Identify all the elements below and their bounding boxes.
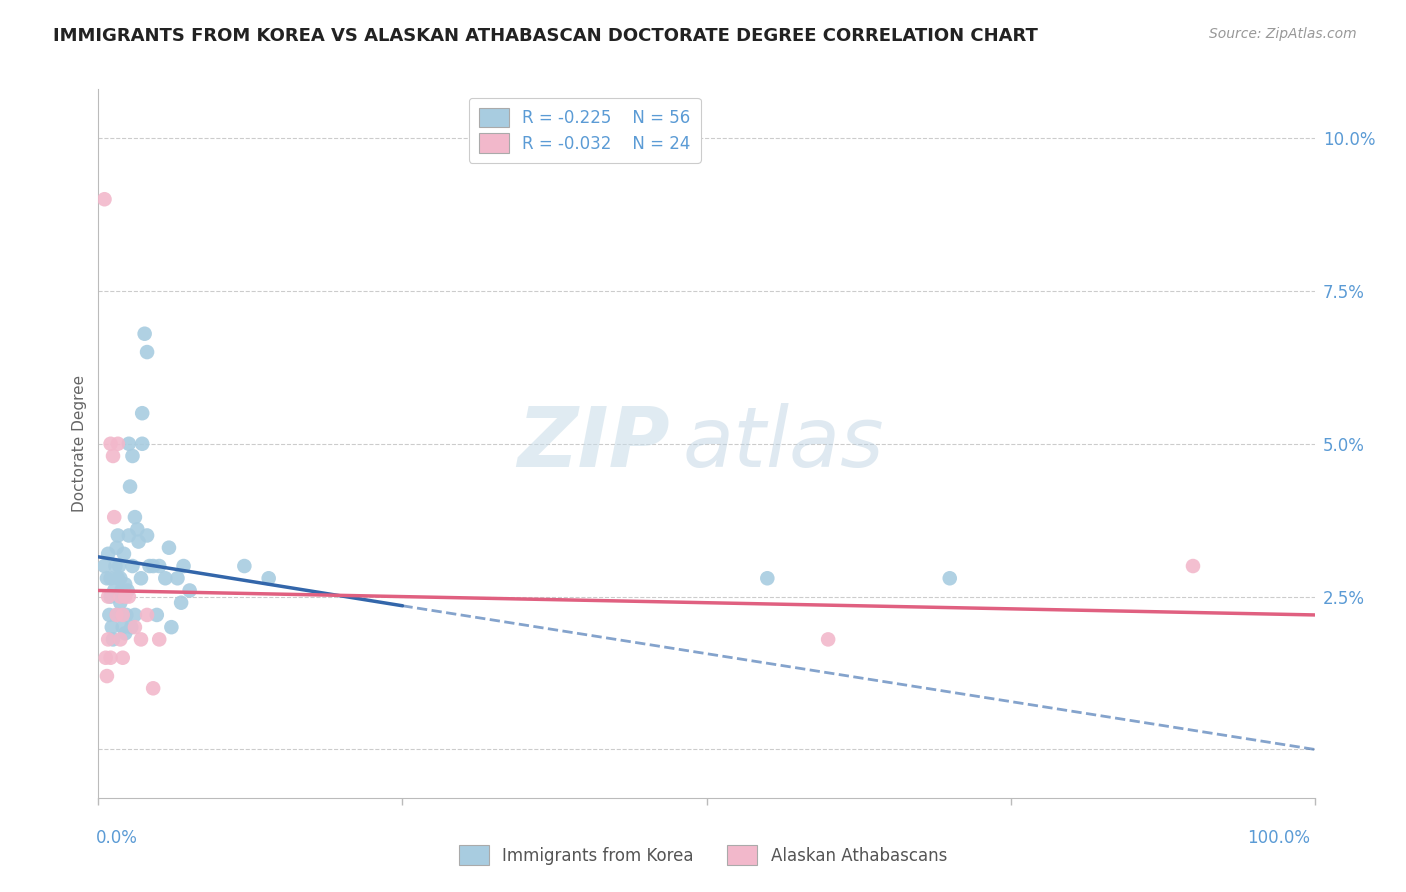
Point	[114, 626, 136, 640]
Point	[96, 669, 118, 683]
Point	[107, 571, 129, 585]
Point	[129, 632, 152, 647]
Point	[101, 632, 124, 647]
Text: atlas: atlas	[682, 403, 884, 484]
Text: 0.0%: 0.0%	[96, 829, 138, 847]
Point	[105, 607, 128, 622]
Point	[179, 583, 201, 598]
Point	[257, 571, 280, 585]
Legend: Immigrants from Korea, Alaskan Athabascans: Immigrants from Korea, Alaskan Athabasca…	[451, 837, 955, 873]
Point	[107, 436, 129, 450]
Point	[111, 607, 134, 622]
Point	[97, 632, 120, 647]
Point	[148, 632, 170, 647]
Point	[100, 590, 122, 604]
Point	[136, 528, 159, 542]
Point	[134, 326, 156, 341]
Text: ZIP: ZIP	[517, 403, 671, 484]
Point	[101, 620, 124, 634]
Y-axis label: Doctorate Degree: Doctorate Degree	[72, 376, 87, 512]
Point	[142, 681, 165, 696]
Point	[105, 541, 128, 555]
Point	[108, 559, 131, 574]
Point	[110, 571, 132, 585]
Point	[128, 534, 150, 549]
Point	[118, 436, 141, 450]
Point	[110, 590, 132, 604]
Point	[121, 559, 143, 574]
Point	[104, 559, 127, 574]
Point	[97, 590, 120, 604]
Point	[114, 577, 136, 591]
Point	[105, 607, 128, 622]
Point	[97, 547, 120, 561]
Point	[146, 607, 169, 622]
Point	[173, 559, 195, 574]
Point	[114, 590, 136, 604]
Point	[100, 650, 122, 665]
Point	[124, 607, 146, 622]
Point	[142, 559, 165, 574]
Point	[233, 559, 256, 574]
Point	[93, 559, 115, 574]
Point	[103, 583, 125, 598]
Point	[111, 650, 134, 665]
Point	[118, 479, 141, 493]
Point	[100, 571, 122, 585]
Point	[111, 590, 134, 604]
Point	[118, 528, 141, 542]
Point	[131, 436, 153, 450]
Point	[110, 596, 132, 610]
Point	[96, 571, 118, 585]
Point	[118, 590, 141, 604]
Point	[157, 541, 180, 555]
Point	[170, 596, 193, 610]
Point	[110, 583, 132, 598]
Point	[124, 510, 146, 524]
Point	[124, 620, 146, 634]
Point	[136, 345, 159, 359]
Point	[107, 528, 129, 542]
Legend: R = -0.225    N = 56, R = -0.032    N = 24: R = -0.225 N = 56, R = -0.032 N = 24	[470, 97, 700, 162]
Point	[117, 583, 139, 598]
Point	[111, 620, 134, 634]
Point	[138, 559, 160, 574]
Text: 100.0%: 100.0%	[1247, 829, 1310, 847]
Text: IMMIGRANTS FROM KOREA VS ALASKAN ATHABASCAN DOCTORATE DEGREE CORRELATION CHART: IMMIGRANTS FROM KOREA VS ALASKAN ATHABAS…	[53, 27, 1038, 45]
Point	[100, 436, 122, 450]
Point	[112, 547, 135, 561]
Point	[127, 522, 149, 536]
Point	[121, 449, 143, 463]
Point	[115, 607, 138, 622]
Point	[166, 571, 188, 585]
Text: Source: ZipAtlas.com: Source: ZipAtlas.com	[1209, 27, 1357, 41]
Point	[129, 571, 152, 585]
Point	[103, 510, 125, 524]
Point	[94, 650, 117, 665]
Point	[120, 620, 142, 634]
Point	[131, 406, 153, 420]
Point	[817, 632, 839, 647]
Point	[93, 192, 115, 206]
Point	[101, 449, 124, 463]
Point	[148, 559, 170, 574]
Point	[756, 571, 779, 585]
Point	[98, 607, 121, 622]
Point	[110, 632, 132, 647]
Point	[939, 571, 962, 585]
Point	[155, 571, 177, 585]
Point	[136, 607, 159, 622]
Point	[1182, 559, 1205, 574]
Point	[160, 620, 183, 634]
